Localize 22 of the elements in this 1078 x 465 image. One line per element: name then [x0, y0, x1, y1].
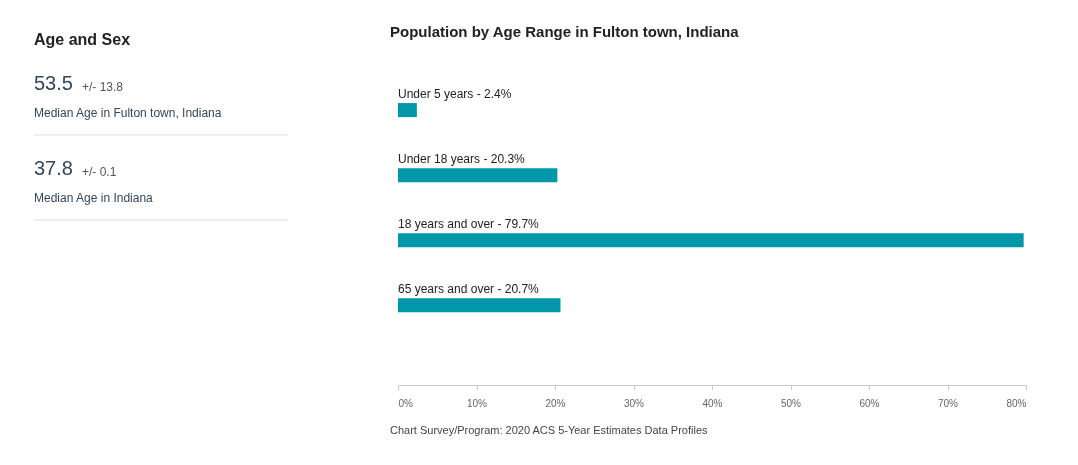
- x-tick-label: 10%: [466, 397, 488, 409]
- text: Median Age in Fulton town, Indiana: [34, 106, 222, 120]
- y-tick-label: 18 years and over - 79.7%: [398, 217, 540, 232]
- y-tick-label: Under 18 years - 20.3%: [398, 152, 526, 167]
- x-tick-label: 50%: [780, 397, 802, 409]
- x-tick-label: 20%: [545, 397, 566, 409]
- x-tick-label: 80%: [1006, 397, 1027, 409]
- text: Chart Survey/Program: 2020 ACS 5-Year Estimates Data Profiles: [390, 424, 709, 436]
- text: Median Age in Indiana: [34, 191, 154, 205]
- y-tick-label: Under 5 years - 2.4%: [398, 87, 512, 102]
- text: 53.5: [34, 72, 73, 94]
- x-tick-label: 40%: [702, 397, 723, 409]
- text: 37.8: [34, 157, 73, 179]
- chart-title: Population by Age Range in Fulton town, Indiana: [390, 23, 740, 41]
- text: +/- 13.8: [82, 80, 124, 94]
- x-tick-label: 60%: [859, 397, 880, 409]
- text: +/- 0.1: [82, 165, 117, 179]
- x-tick-label: 0%: [398, 397, 414, 409]
- x-tick-label: 30%: [623, 397, 645, 409]
- y-tick-label: 65 years and over - 20.7%: [398, 282, 540, 297]
- text: Age and Sex: [34, 31, 131, 48]
- x-tick-label: 70%: [937, 397, 959, 409]
